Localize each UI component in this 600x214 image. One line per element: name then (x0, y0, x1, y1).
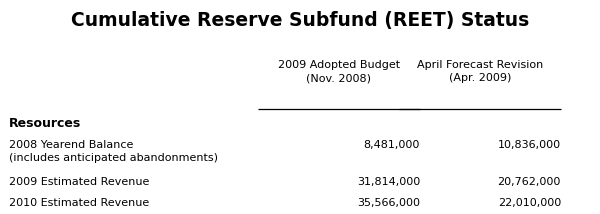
Text: April Forecast Revision
(Apr. 2009): April Forecast Revision (Apr. 2009) (417, 60, 543, 83)
Text: Resources: Resources (9, 117, 81, 130)
Text: 31,814,000: 31,814,000 (357, 177, 420, 187)
Text: 20,762,000: 20,762,000 (497, 177, 561, 187)
Text: 2009 Adopted Budget
(Nov. 2008): 2009 Adopted Budget (Nov. 2008) (278, 60, 400, 83)
Text: 8,481,000: 8,481,000 (364, 140, 420, 150)
Text: 10,836,000: 10,836,000 (498, 140, 561, 150)
Text: 22,010,000: 22,010,000 (498, 198, 561, 208)
Text: 2008 Yearend Balance
(includes anticipated abandonments): 2008 Yearend Balance (includes anticipat… (9, 140, 218, 163)
Text: 35,566,000: 35,566,000 (357, 198, 420, 208)
Text: 2010 Estimated Revenue: 2010 Estimated Revenue (9, 198, 149, 208)
Text: Cumulative Reserve Subfund (REET) Status: Cumulative Reserve Subfund (REET) Status (71, 11, 529, 30)
Text: 2009 Estimated Revenue: 2009 Estimated Revenue (9, 177, 149, 187)
